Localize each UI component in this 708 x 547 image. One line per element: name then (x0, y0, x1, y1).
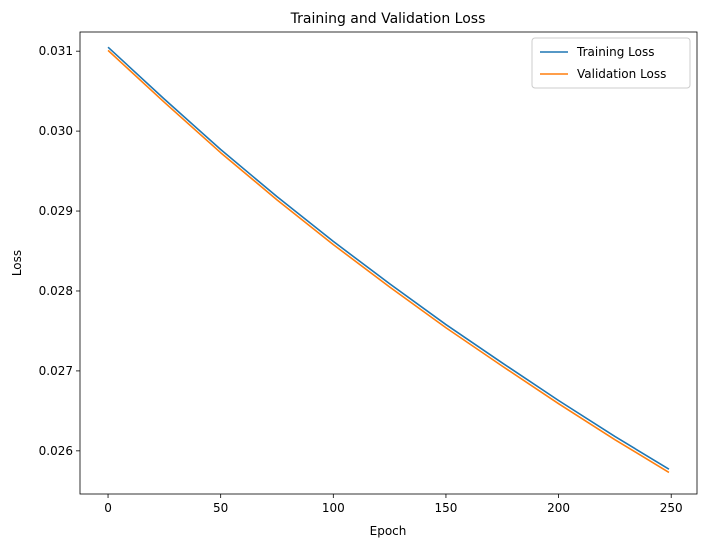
x-tick-label: 50 (213, 501, 228, 515)
x-tick-label: 0 (104, 501, 112, 515)
plot-area (107, 46, 670, 474)
y-tick-label: 0.030 (39, 124, 73, 138)
x-axis-label: Epoch (370, 524, 407, 538)
legend-label-1: Training Loss (576, 45, 654, 59)
y-axis-label: Loss (10, 250, 24, 276)
x-tick-label: 150 (434, 501, 457, 515)
y-tick-label: 0.029 (39, 204, 73, 218)
series-line-2 (107, 49, 670, 474)
x-axis: 0 50 100 150 200 250 (104, 494, 683, 515)
y-tick-label: 0.026 (39, 444, 73, 458)
y-axis: 0.026 0.027 0.028 0.029 0.030 0.031 (39, 44, 80, 458)
x-tick-label: 250 (660, 501, 683, 515)
legend-label-2: Validation Loss (577, 67, 666, 81)
y-tick-label: 0.028 (39, 284, 73, 298)
y-tick-label: 0.031 (39, 44, 73, 58)
x-tick-label: 200 (547, 501, 570, 515)
chart-title: Training and Validation Loss (290, 11, 486, 27)
x-tick-label: 100 (322, 501, 345, 515)
legend: Training Loss Validation Loss (531, 37, 691, 89)
y-tick-label: 0.027 (39, 364, 73, 378)
legend-box (531, 37, 691, 89)
series-line-1 (107, 46, 670, 470)
plot-frame (79, 31, 698, 495)
